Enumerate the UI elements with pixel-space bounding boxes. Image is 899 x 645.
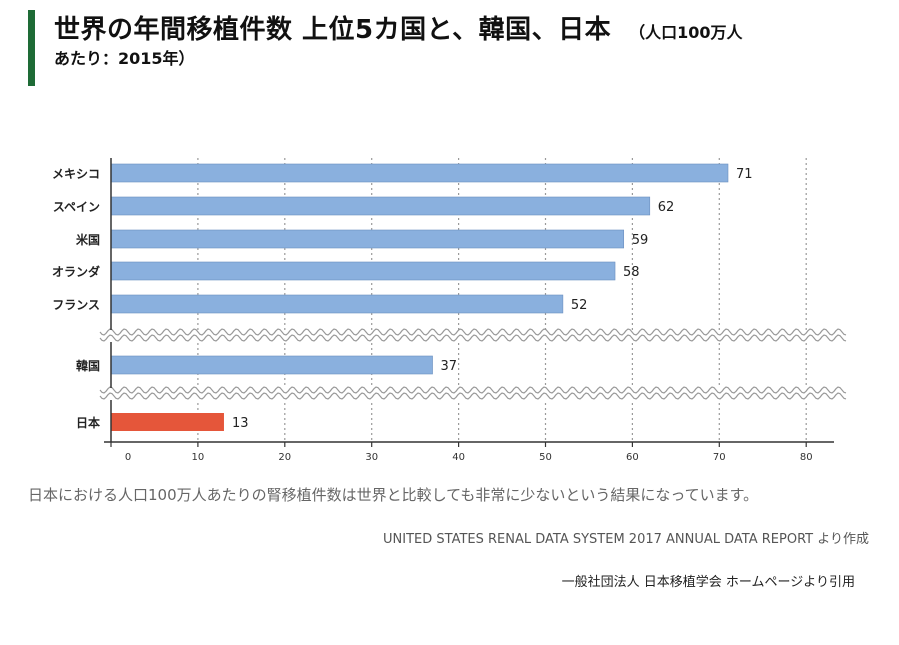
x-tick-label: 80 (800, 452, 813, 463)
data-label: 59 (632, 233, 649, 248)
bar (110, 163, 729, 183)
category-label: スペイン (53, 200, 100, 214)
x-tick-label: 60 (626, 452, 639, 463)
category-label: 日本 (76, 415, 100, 430)
bar (111, 413, 224, 431)
title-block: 世界の年間移植件数 上位5カ国と、韓国、日本 （人口100万人 あたり：2015年… (54, 12, 874, 71)
data-label: 13 (232, 416, 249, 431)
bar-chart: 71 メキシコ 62 スペイン 59 米国 58 オランダ 52 フランス 37 韓国 13 日本 0 10 2… (52, 158, 849, 463)
bar (110, 196, 651, 216)
category-label: フランス (52, 298, 100, 312)
bar (110, 355, 433, 375)
x-tick-label: 10 (192, 452, 205, 463)
title-accent-bar (28, 10, 35, 86)
x-tick-label: 70 (713, 452, 726, 463)
x-tick-label: 50 (539, 452, 552, 463)
bar (110, 261, 616, 281)
axis-break-wave (99, 386, 847, 394)
x-tick-label: 0 (125, 452, 131, 463)
bar (110, 294, 564, 314)
axis-break-wave (99, 392, 847, 400)
axis-break-wave (99, 328, 847, 336)
data-label: 58 (623, 265, 640, 280)
title-unit-part1: （人口100万人 (629, 23, 743, 42)
page-title: 世界の年間移植件数 上位5カ国と、韓国、日本 (54, 15, 612, 45)
category-label: オランダ (52, 264, 100, 279)
chart-caption: 日本における人口100万人あたりの腎移植件数は世界と比較しても非常に少ないという… (28, 486, 759, 504)
bar (110, 229, 625, 249)
category-label: メキシコ (52, 167, 100, 181)
category-label: 韓国 (76, 358, 100, 373)
title-unit-part2: あたり：2015年） (54, 49, 195, 69)
data-label: 52 (571, 298, 588, 313)
category-label: 米国 (76, 232, 100, 247)
x-tick-label: 40 (452, 452, 465, 463)
data-label: 71 (736, 167, 753, 182)
axis-break-wave (99, 334, 847, 342)
data-label: 62 (658, 200, 675, 215)
x-tick-label: 30 (365, 452, 378, 463)
x-tick-label: 20 (278, 452, 291, 463)
citation-credit: 一般社団法人 日本移植学会 ホームページより引用 (561, 575, 855, 590)
data-source: UNITED STATES RENAL DATA SYSTEM 2017 ANN… (383, 532, 869, 547)
data-label: 37 (441, 359, 458, 374)
